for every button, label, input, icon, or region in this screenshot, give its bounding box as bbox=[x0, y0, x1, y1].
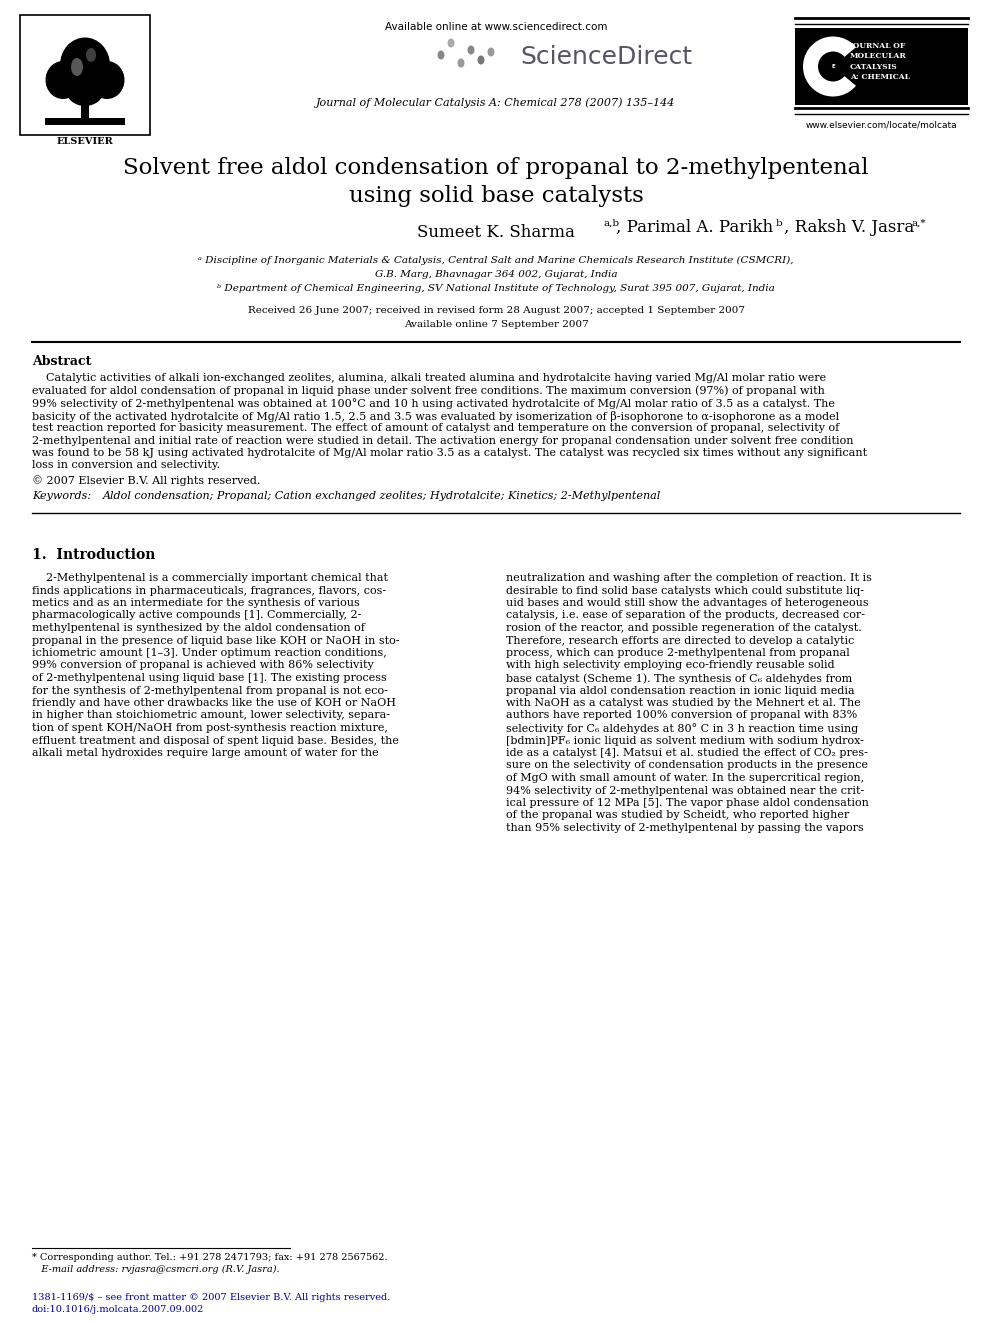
Text: in higher than stoichiometric amount, lower selectivity, separa-: in higher than stoichiometric amount, lo… bbox=[32, 710, 390, 721]
Text: www.elsevier.com/locate/molcata: www.elsevier.com/locate/molcata bbox=[806, 120, 957, 130]
Text: than 95% selectivity of 2-methylpentenal by passing the vapors: than 95% selectivity of 2-methylpentenal… bbox=[506, 823, 864, 833]
Ellipse shape bbox=[477, 56, 484, 65]
Text: Aldol condensation; Propanal; Cation exchanged zeolites; Hydrotalcite; Kinetics;: Aldol condensation; Propanal; Cation exc… bbox=[103, 491, 662, 501]
Text: , Raksh V. Jasra: , Raksh V. Jasra bbox=[784, 220, 915, 235]
Text: authors have reported 100% conversion of propanal with 83%: authors have reported 100% conversion of… bbox=[506, 710, 857, 721]
Ellipse shape bbox=[457, 58, 464, 67]
Text: G.B. Marg, Bhavnagar 364 002, Gujarat, India: G.B. Marg, Bhavnagar 364 002, Gujarat, I… bbox=[375, 270, 617, 279]
Ellipse shape bbox=[60, 37, 110, 93]
Text: Received 26 June 2007; received in revised form 28 August 2007; accepted 1 Septe: Received 26 June 2007; received in revis… bbox=[247, 306, 745, 315]
Polygon shape bbox=[81, 95, 89, 124]
Text: ᵇ Department of Chemical Engineering, SV National Institute of Technology, Surat: ᵇ Department of Chemical Engineering, SV… bbox=[217, 284, 775, 292]
Text: pharmacologically active compounds [1]. Commercially, 2-: pharmacologically active compounds [1]. … bbox=[32, 610, 361, 620]
Text: a,*: a,* bbox=[911, 220, 926, 228]
Text: E-mail address: rvjasra@csmcri.org (R.V. Jasra).: E-mail address: rvjasra@csmcri.org (R.V.… bbox=[32, 1265, 280, 1274]
Text: with high selectivity employing eco-friendly reusable solid: with high selectivity employing eco-frie… bbox=[506, 660, 834, 671]
Text: neutralization and washing after the completion of reaction. It is: neutralization and washing after the com… bbox=[506, 573, 872, 583]
Ellipse shape bbox=[46, 61, 80, 99]
Text: JOURNAL OF
MOLECULAR
CATALYSIS
A: CHEMICAL: JOURNAL OF MOLECULAR CATALYSIS A: CHEMIC… bbox=[850, 42, 910, 81]
Text: Keywords:: Keywords: bbox=[32, 491, 91, 501]
Text: [bdmin]PF₆ ionic liquid as solvent medium with sodium hydrox-: [bdmin]PF₆ ionic liquid as solvent mediu… bbox=[506, 736, 864, 745]
Text: 94% selectivity of 2-methylpentenal was obtained near the crit-: 94% selectivity of 2-methylpentenal was … bbox=[506, 786, 864, 795]
Text: propanal via aldol condensation reaction in ionic liquid media: propanal via aldol condensation reaction… bbox=[506, 685, 855, 696]
Text: Therefore, research efforts are directed to develop a catalytic: Therefore, research efforts are directed… bbox=[506, 635, 854, 646]
Ellipse shape bbox=[467, 45, 474, 54]
Text: © 2007 Elsevier B.V. All rights reserved.: © 2007 Elsevier B.V. All rights reserved… bbox=[32, 475, 260, 486]
Text: loss in conversion and selectivity.: loss in conversion and selectivity. bbox=[32, 460, 220, 471]
Text: with NaOH as a catalyst was studied by the Mehnert et al. The: with NaOH as a catalyst was studied by t… bbox=[506, 699, 861, 708]
FancyBboxPatch shape bbox=[20, 15, 150, 135]
Text: 2-methylpentenal and initial rate of reaction were studied in detail. The activa: 2-methylpentenal and initial rate of rea… bbox=[32, 435, 853, 446]
Text: a,b: a,b bbox=[604, 220, 620, 228]
Text: basicity of the activated hydrotalcite of Mg/Al ratio 1.5, 2.5 and 3.5 was evalu: basicity of the activated hydrotalcite o… bbox=[32, 410, 839, 422]
Text: ᵃ Discipline of Inorganic Materials & Catalysis, Central Salt and Marine Chemica: ᵃ Discipline of Inorganic Materials & Ca… bbox=[198, 255, 794, 265]
Text: Available online 7 September 2007: Available online 7 September 2007 bbox=[404, 320, 588, 329]
Text: doi:10.1016/j.molcata.2007.09.002: doi:10.1016/j.molcata.2007.09.002 bbox=[32, 1304, 204, 1314]
Text: base catalyst (Scheme 1). The synthesis of C₆ aldehydes from: base catalyst (Scheme 1). The synthesis … bbox=[506, 673, 852, 684]
Text: catalysis, i.e. ease of separation of the products, decreased cor-: catalysis, i.e. ease of separation of th… bbox=[506, 610, 865, 620]
Text: Solvent free aldol condensation of propanal to 2-methylpentenal: Solvent free aldol condensation of propa… bbox=[123, 157, 869, 179]
Text: was found to be 58 kJ using activated hydrotalcite of Mg/Al molar ratio 3.5 as a: was found to be 58 kJ using activated hy… bbox=[32, 448, 867, 458]
Ellipse shape bbox=[71, 58, 83, 75]
Ellipse shape bbox=[437, 50, 444, 60]
Polygon shape bbox=[45, 118, 125, 124]
Text: alkali metal hydroxides require large amount of water for the: alkali metal hydroxides require large am… bbox=[32, 747, 379, 758]
Text: effluent treatment and disposal of spent liquid base. Besides, the: effluent treatment and disposal of spent… bbox=[32, 736, 399, 745]
Text: process, which can produce 2-methylpentenal from propanal: process, which can produce 2-methylpente… bbox=[506, 648, 850, 658]
Text: ical pressure of 12 MPa [5]. The vapor phase aldol condensation: ical pressure of 12 MPa [5]. The vapor p… bbox=[506, 798, 869, 808]
Text: ichiometric amount [1–3]. Under optimum reaction conditions,: ichiometric amount [1–3]. Under optimum … bbox=[32, 648, 387, 658]
Text: desirable to find solid base catalysts which could substitute liq-: desirable to find solid base catalysts w… bbox=[506, 586, 864, 595]
Text: b: b bbox=[776, 220, 783, 228]
Ellipse shape bbox=[447, 38, 454, 48]
Text: of MgO with small amount of water. In the supercritical region,: of MgO with small amount of water. In th… bbox=[506, 773, 864, 783]
Text: ide as a catalyst [4]. Matsui et al. studied the effect of CO₂ pres-: ide as a catalyst [4]. Matsui et al. stu… bbox=[506, 747, 868, 758]
Text: Journal of Molecular Catalysis A: Chemical 278 (2007) 135–144: Journal of Molecular Catalysis A: Chemic… bbox=[316, 97, 676, 107]
Text: 1381-1169/$ – see front matter © 2007 Elsevier B.V. All rights reserved.: 1381-1169/$ – see front matter © 2007 El… bbox=[32, 1293, 391, 1302]
FancyBboxPatch shape bbox=[795, 28, 968, 105]
Ellipse shape bbox=[86, 48, 96, 62]
Text: for the synthesis of 2-methylpentenal from propanal is not eco-: for the synthesis of 2-methylpentenal fr… bbox=[32, 685, 388, 696]
Text: selectivity for C₆ aldehydes at 80° C in 3 h reaction time using: selectivity for C₆ aldehydes at 80° C in… bbox=[506, 722, 858, 734]
Text: , Parimal A. Parikh: , Parimal A. Parikh bbox=[616, 220, 773, 235]
Text: Abstract: Abstract bbox=[32, 355, 91, 368]
Text: Sumeet K. Sharma: Sumeet K. Sharma bbox=[417, 224, 575, 241]
Text: ScienceDirect: ScienceDirect bbox=[520, 45, 692, 69]
Text: friendly and have other drawbacks like the use of KOH or NaOH: friendly and have other drawbacks like t… bbox=[32, 699, 396, 708]
Text: 99% selectivity of 2-methylpentenal was obtained at 100°C and 10 h using activat: 99% selectivity of 2-methylpentenal was … bbox=[32, 398, 835, 409]
Text: of 2-methylpentenal using liquid base [1]. The existing process: of 2-methylpentenal using liquid base [1… bbox=[32, 673, 387, 683]
Text: 1.  Introduction: 1. Introduction bbox=[32, 548, 156, 562]
Ellipse shape bbox=[818, 52, 848, 82]
Ellipse shape bbox=[89, 61, 125, 99]
Text: methylpentenal is synthesized by the aldol condensation of: methylpentenal is synthesized by the ald… bbox=[32, 623, 365, 632]
Ellipse shape bbox=[487, 48, 494, 57]
Text: * Corresponding author. Tel.: +91 278 2471793; fax: +91 278 2567562.: * Corresponding author. Tel.: +91 278 24… bbox=[32, 1253, 388, 1262]
Text: uid bases and would still show the advantages of heterogeneous: uid bases and would still show the advan… bbox=[506, 598, 869, 609]
Wedge shape bbox=[803, 37, 856, 97]
Ellipse shape bbox=[66, 74, 104, 106]
Text: propanal in the presence of liquid base like KOH or NaOH in sto-: propanal in the presence of liquid base … bbox=[32, 635, 400, 646]
Text: metics and as an intermediate for the synthesis of various: metics and as an intermediate for the sy… bbox=[32, 598, 360, 609]
Text: rosion of the reactor, and possible regeneration of the catalyst.: rosion of the reactor, and possible rege… bbox=[506, 623, 862, 632]
Text: evaluated for aldol condensation of propanal in liquid phase under solvent free : evaluated for aldol condensation of prop… bbox=[32, 385, 825, 396]
Text: 99% conversion of propanal is achieved with 86% selectivity: 99% conversion of propanal is achieved w… bbox=[32, 660, 374, 671]
Text: E: E bbox=[831, 64, 835, 69]
Text: 2-Methylpentenal is a commercially important chemical that: 2-Methylpentenal is a commercially impor… bbox=[32, 573, 388, 583]
Text: test reaction reported for basicity measurement. The effect of amount of catalys: test reaction reported for basicity meas… bbox=[32, 423, 839, 433]
Text: using solid base catalysts: using solid base catalysts bbox=[348, 185, 644, 206]
Text: Catalytic activities of alkali ion-exchanged zeolites, alumina, alkali treated a: Catalytic activities of alkali ion-excha… bbox=[32, 373, 826, 382]
Text: Available online at www.sciencedirect.com: Available online at www.sciencedirect.co… bbox=[385, 22, 607, 32]
Text: finds applications in pharmaceuticals, fragrances, flavors, cos-: finds applications in pharmaceuticals, f… bbox=[32, 586, 386, 595]
Text: sure on the selectivity of condensation products in the presence: sure on the selectivity of condensation … bbox=[506, 761, 868, 770]
Text: ELSEVIER: ELSEVIER bbox=[57, 138, 113, 146]
Text: of the propanal was studied by Scheidt, who reported higher: of the propanal was studied by Scheidt, … bbox=[506, 811, 849, 820]
Text: tion of spent KOH/NaOH from post-synthesis reaction mixture,: tion of spent KOH/NaOH from post-synthes… bbox=[32, 722, 388, 733]
